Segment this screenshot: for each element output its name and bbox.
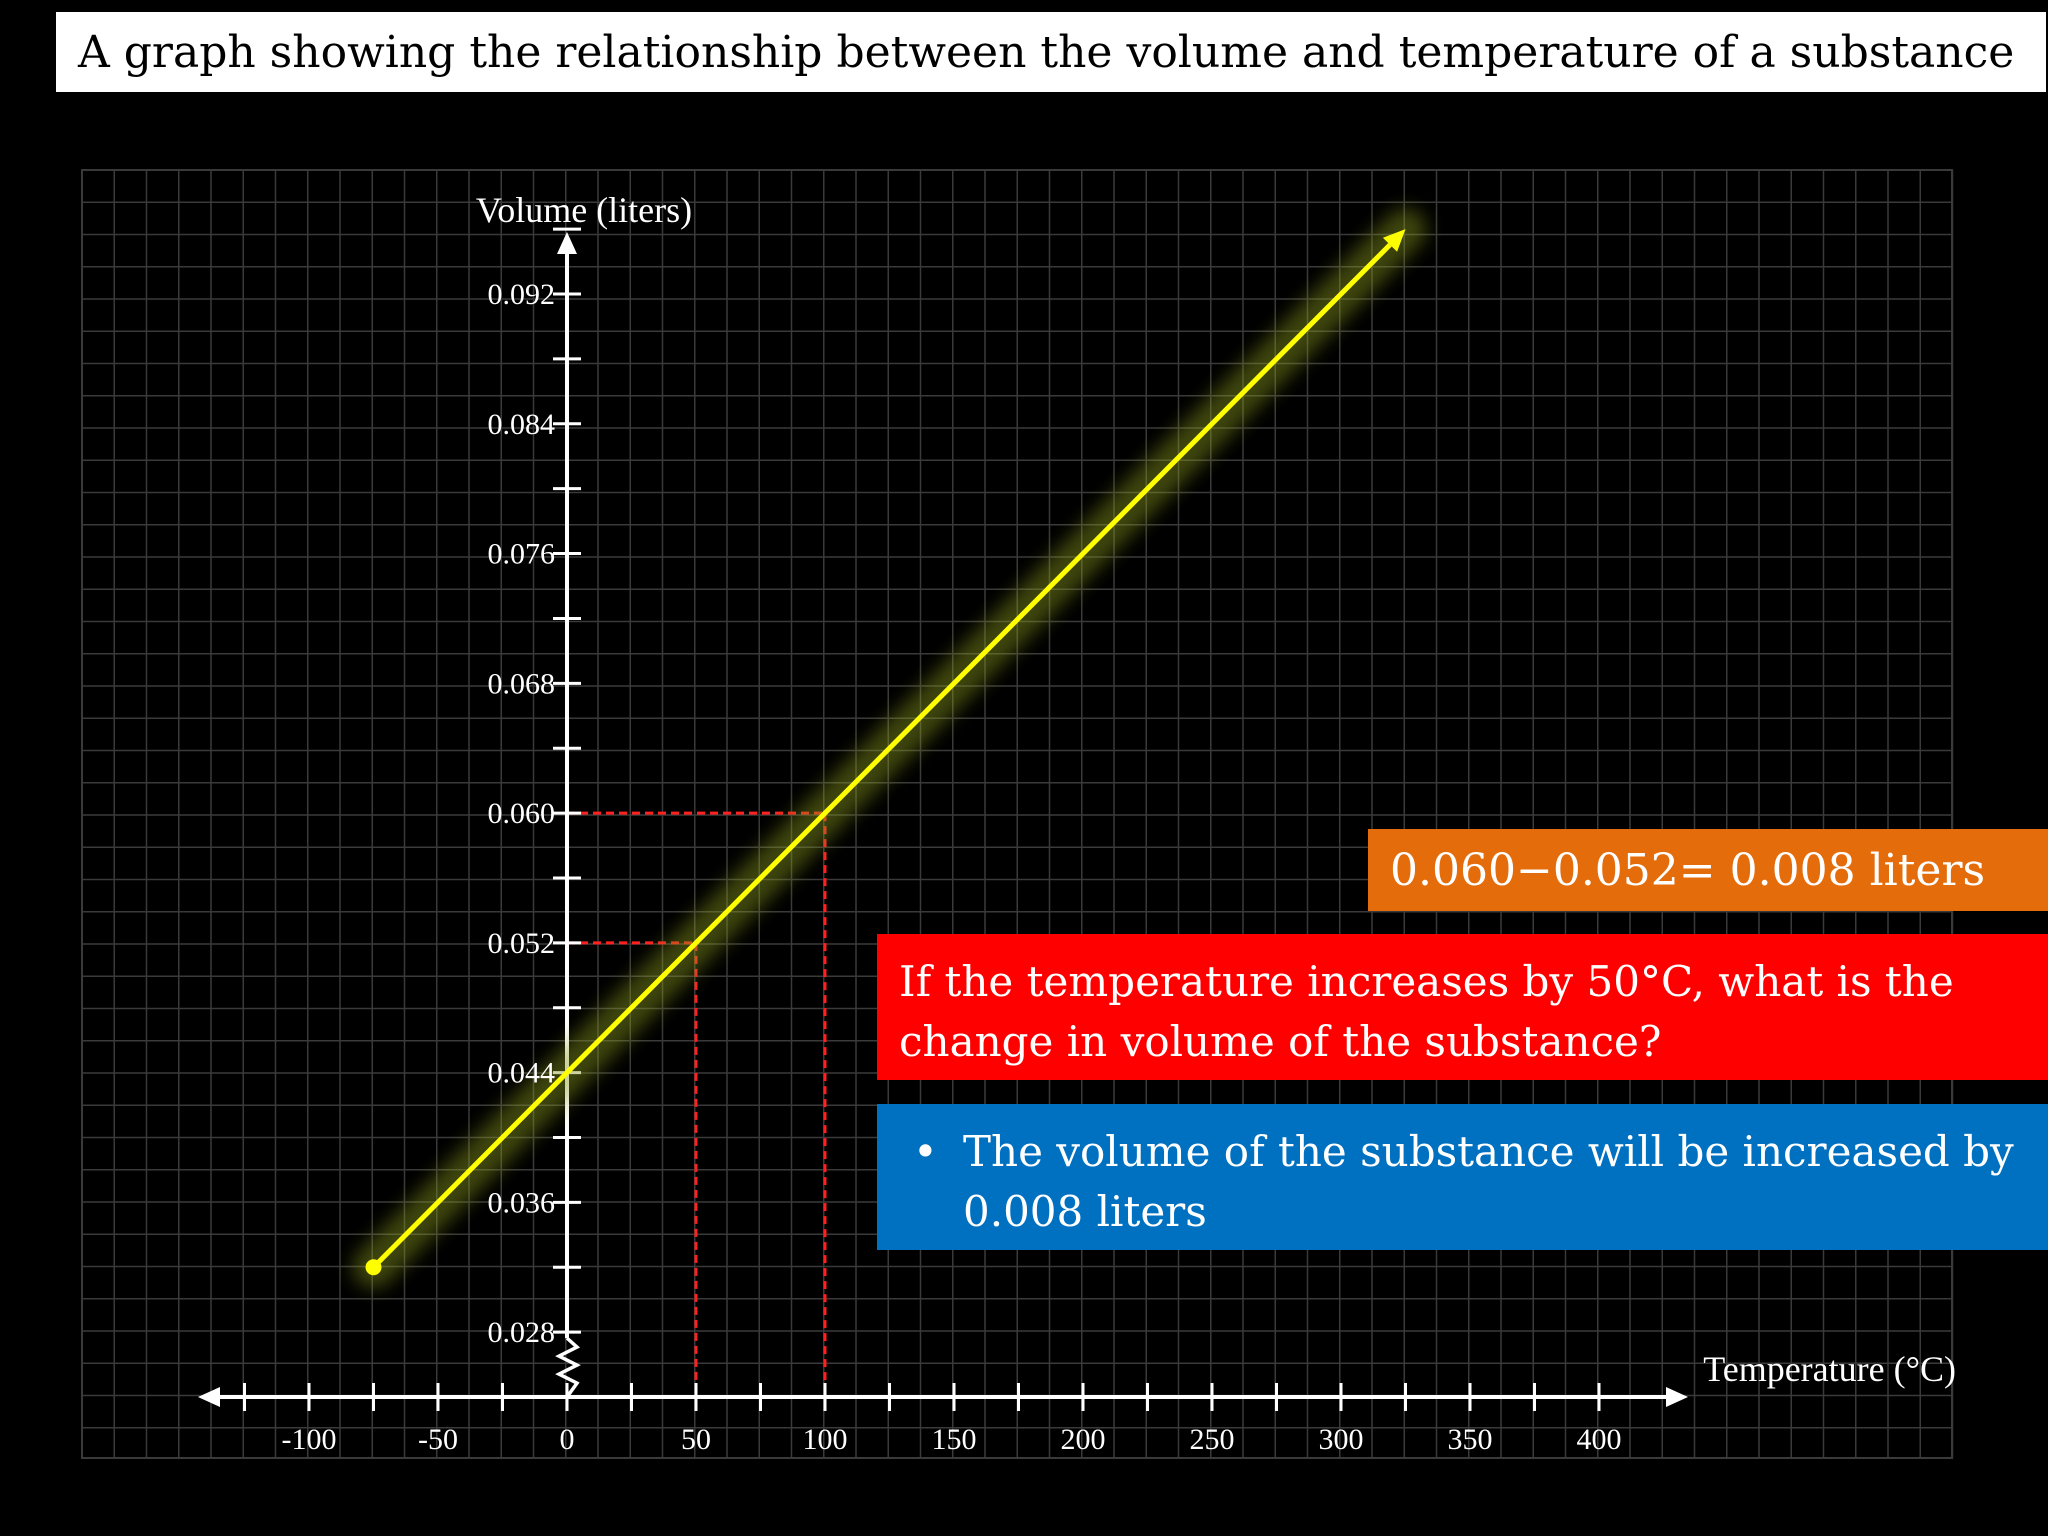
tick-labels: -100 -50 0 50 100 150 200 250 300 350 400 0.028 0.03… (282, 278, 1622, 1456)
y-tick-label: 0.076 (488, 538, 556, 571)
y-axis-label: Volume (liters) (476, 190, 692, 230)
y-tick-label: 0.092 (488, 278, 556, 311)
x-tick-label: -50 (418, 1423, 458, 1456)
x-tick-label: -100 (282, 1423, 337, 1456)
y-tick-label: 0.028 (488, 1316, 556, 1349)
x-tick-label: 100 (803, 1423, 848, 1456)
x-tick-label: 300 (1319, 1423, 1364, 1456)
series (352, 208, 1427, 1289)
y-tick-label: 0.084 (488, 408, 556, 441)
x-axis-arrow-left (198, 1387, 220, 1407)
x-tick-label: 350 (1448, 1423, 1493, 1456)
x-tick-label: 0 (560, 1423, 575, 1456)
series-start-point (365, 1259, 382, 1276)
y-tick-label: 0.052 (488, 927, 556, 960)
y-tick-label: 0.044 (488, 1057, 556, 1090)
y-tick-label: 0.060 (488, 797, 556, 830)
x-axis-label: Temperature (°C) (1703, 1349, 1956, 1389)
answer-bullet: • (913, 1127, 938, 1176)
x-axis-arrow-right (1666, 1387, 1688, 1407)
y-axis-arrow (557, 232, 577, 254)
y-tick-label: 0.036 (488, 1186, 556, 1219)
axes (198, 227, 1688, 1411)
x-tick-label: 200 (1061, 1423, 1106, 1456)
y-axis-break (555, 1336, 581, 1399)
calculation-box: 0.060−0.052= 0.008 liters (1368, 829, 2048, 911)
series-arrowhead (1382, 229, 1406, 252)
title-bar: A graph showing the relationship between… (56, 12, 2046, 92)
x-tick-label: 50 (681, 1423, 711, 1456)
guide-lines (567, 808, 830, 1397)
x-tick-label: 400 (1577, 1423, 1622, 1456)
y-tick-label: 0.068 (488, 667, 556, 700)
question-box: If the temperature increases by 50°C, wh… (877, 934, 2048, 1080)
series-line (371, 242, 1392, 1270)
calculation-text: 0.060−0.052= 0.008 liters (1390, 844, 1986, 896)
x-tick-label: 150 (932, 1423, 977, 1456)
answer-text: The volume of the substance will be incr… (963, 1127, 2014, 1236)
page-title: A graph showing the relationship between… (78, 26, 2015, 78)
x-tick-label: 250 (1190, 1423, 1235, 1456)
answer-box: • The volume of the substance will be in… (877, 1104, 2048, 1250)
question-text: If the temperature increases by 50°C, wh… (899, 957, 1954, 1066)
